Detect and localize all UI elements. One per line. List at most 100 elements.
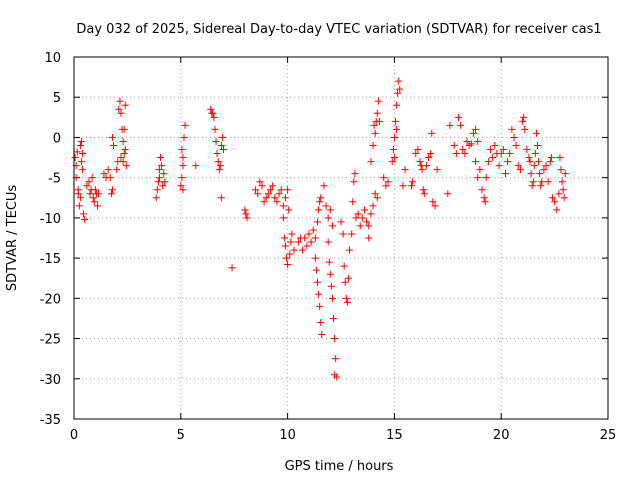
data-point [81, 215, 89, 223]
data-point [86, 190, 94, 198]
data-point [73, 148, 81, 156]
data-point [371, 129, 379, 137]
data-point [93, 202, 101, 210]
data-point [192, 162, 200, 170]
data-point [480, 194, 488, 202]
data-point [207, 105, 215, 113]
data-point [388, 158, 396, 166]
data-point [375, 117, 383, 125]
data-point [331, 335, 339, 343]
data-point [71, 154, 79, 162]
data-point [211, 125, 219, 133]
data-point [454, 113, 462, 121]
data-point [380, 174, 388, 182]
data-point [326, 270, 334, 278]
data-point [212, 137, 220, 145]
data-point [80, 210, 88, 218]
data-point [482, 174, 490, 182]
data-point [489, 154, 497, 162]
data-point [119, 137, 127, 145]
data-point [431, 202, 439, 210]
y-tick-label: -30 [40, 373, 61, 388]
data-point [74, 186, 82, 194]
data-point [242, 210, 250, 218]
data-point [520, 113, 528, 121]
data-point [371, 190, 379, 198]
data-point [530, 162, 538, 170]
data-point [555, 190, 563, 198]
data-point [556, 154, 564, 162]
data-point [360, 206, 368, 214]
data-point [100, 170, 108, 178]
data-point [269, 182, 277, 190]
data-point [177, 182, 185, 190]
data-point [469, 129, 477, 137]
data-point [157, 154, 165, 162]
data-point [303, 242, 311, 250]
data-point [412, 150, 420, 158]
data-point [311, 234, 319, 242]
data-point [305, 230, 313, 238]
data-point [474, 137, 482, 145]
data-point [254, 190, 262, 198]
data-point [180, 133, 188, 141]
data-point [287, 238, 295, 246]
data-point [279, 214, 287, 222]
data-point [370, 121, 378, 129]
data-point [120, 125, 128, 133]
data-point [537, 182, 545, 190]
data-point [495, 162, 503, 170]
data-point [260, 198, 268, 206]
data-point [560, 194, 568, 202]
data-point [77, 158, 85, 166]
data-point [547, 154, 555, 162]
data-point [158, 162, 166, 170]
data-point [285, 206, 293, 214]
data-point [531, 150, 539, 158]
data-point [161, 178, 169, 186]
data-point [83, 182, 91, 190]
data-point [217, 141, 225, 149]
data-point [525, 154, 533, 162]
data-point [315, 206, 323, 214]
data-point [309, 226, 317, 234]
data-point [409, 178, 417, 186]
data-point [351, 170, 359, 178]
data-point [241, 206, 249, 214]
data-point [529, 178, 537, 186]
data-point [155, 166, 163, 174]
data-point [446, 121, 454, 129]
data-point [215, 166, 223, 174]
data-point [350, 178, 358, 186]
data-point [294, 238, 302, 246]
data-point [476, 166, 484, 174]
data-point [95, 190, 103, 198]
data-point [354, 210, 362, 218]
data-point [316, 198, 324, 206]
data-point [425, 154, 433, 162]
data-point [333, 373, 341, 381]
data-point [79, 150, 87, 158]
data-point [429, 198, 437, 206]
x-tick-label: 5 [177, 428, 185, 443]
data-point [317, 318, 325, 326]
data-point [324, 214, 332, 222]
data-point [401, 166, 409, 174]
data-point [363, 218, 371, 226]
y-tick-label: -20 [40, 292, 61, 307]
data-point [508, 125, 516, 133]
data-point [108, 133, 116, 141]
data-point [152, 194, 160, 202]
data-point [324, 238, 332, 246]
data-point [228, 264, 236, 272]
data-point [316, 302, 324, 310]
data-point [122, 162, 130, 170]
data-point [428, 129, 436, 137]
data-point [328, 294, 336, 302]
data-point [557, 166, 565, 174]
data-point [356, 222, 364, 230]
data-point [77, 137, 85, 145]
data-point [450, 141, 458, 149]
data-point [561, 170, 569, 178]
data-point [382, 182, 390, 190]
